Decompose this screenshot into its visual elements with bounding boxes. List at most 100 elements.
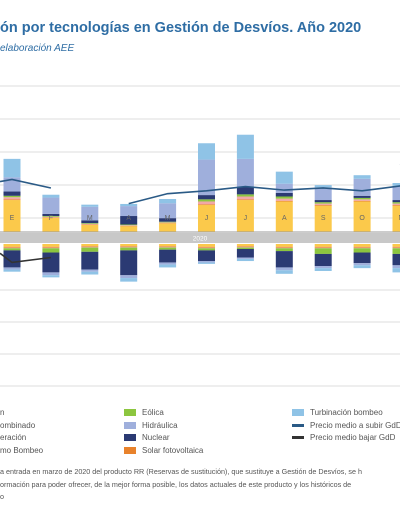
bar-up-cogeneracion: [81, 223, 99, 225]
bar-down-solar: [392, 246, 400, 248]
legend-label: Precio medio a subir GdD: [310, 420, 400, 430]
bar-up-cogeneracion: [120, 225, 138, 226]
bar-down-eolica: [159, 247, 177, 250]
x-tick-label: N: [398, 215, 400, 222]
bar-down-turbinacion: [353, 265, 371, 269]
bar-down-solar: [353, 246, 371, 248]
bar-up-solar: [392, 205, 400, 206]
bar-down-hidraulica: [159, 262, 177, 265]
bar-down-cogeneracion: [275, 247, 293, 249]
legend-item-precio_subir: Precio medio a subir GdD: [292, 421, 400, 430]
bar-up-ciclo: [42, 217, 60, 232]
bar-down-eolica: [81, 247, 99, 252]
legend-label: Eólica: [142, 408, 164, 417]
bar-up-turbinacion: [159, 198, 177, 204]
bar-down-ciclo: [198, 244, 215, 247]
bar-up-eolica: [314, 202, 332, 204]
bar-up-cogeneracion: [314, 203, 332, 206]
series-line-precio-bajar: [0, 252, 52, 264]
bar-down-hidraulica: [353, 263, 371, 266]
legend-swatch: [292, 423, 304, 427]
bar-down-nuclear: [392, 253, 400, 266]
bar-up-hidraulica: [314, 187, 332, 201]
bar-down-turbinacion: [81, 271, 99, 275]
bar-up-nuclear: [120, 216, 138, 225]
legend-item-carbon: n: [0, 408, 4, 417]
bar-up-cogeneracion: [159, 222, 177, 224]
bar-down-solar: [198, 246, 215, 248]
bar-down-ciclo: [236, 244, 254, 247]
x-tick-label: S: [321, 215, 326, 222]
bar-up-ciclo: [236, 200, 254, 232]
bar-up-solar: [275, 200, 293, 202]
bar-down-ciclo: [42, 244, 60, 247]
legend-swatch: [124, 421, 136, 429]
bar-up-cogeneracion: [42, 216, 60, 218]
bar-up-turbinacion: [314, 185, 332, 188]
legend-label: mo Bombeo: [0, 445, 44, 455]
bar-up-eolica: [353, 197, 371, 200]
bar-up-turbinacion: [3, 158, 21, 178]
bar-up-solar: [198, 204, 215, 206]
footnote-line: a entrada en marzo de 2020 del producto …: [0, 467, 362, 476]
bar-up-nuclear: [353, 195, 371, 198]
bar-down-cogeneracion: [120, 246, 138, 248]
bar-down-ciclo: [3, 244, 21, 247]
bar-down-turbinacion: [120, 278, 138, 282]
bar-down-cogeneracion: [81, 246, 99, 248]
bar-down-nuclear: [353, 252, 371, 264]
chart-canvas: 2020EFMAMJJASOND: [0, 85, 400, 387]
bar-up-hidraulica: [275, 183, 293, 193]
footnote-line: ormación para poder ofrecer, de la mejor…: [0, 479, 352, 489]
bar-down-solar: [159, 246, 177, 247]
bar-down-nuclear: [42, 252, 60, 273]
bar-down-solar: [275, 246, 293, 248]
bar-up-turbinacion: [81, 204, 99, 207]
x-tick-label: O: [359, 215, 365, 222]
legend-swatch: [292, 409, 304, 417]
bar-down-eolica: [314, 248, 332, 254]
footnote-line: o: [0, 492, 4, 501]
x-tick-label: J: [205, 215, 209, 222]
x-tick-label: F: [49, 215, 53, 222]
bar-up-eolica: [236, 194, 254, 197]
bar-up-solar: [3, 199, 21, 201]
bar-down-solar: [42, 246, 60, 248]
x-tick-label: E: [10, 215, 15, 222]
bar-up-hidraulica: [198, 159, 215, 196]
bar-down-ciclo: [314, 244, 332, 247]
bar-down-turbinacion: [42, 275, 60, 278]
x-tick-label: M: [87, 215, 93, 222]
bar-up-cogeneracion: [3, 197, 21, 200]
bar-up-eolica: [3, 195, 21, 198]
bar-up-cogeneracion: [198, 201, 215, 205]
bar-down-nuclear: [159, 249, 177, 263]
bar-up-solar: [353, 200, 371, 202]
bar-down-cogeneracion: [392, 247, 400, 249]
bar-up-hidraulica: [81, 206, 99, 221]
bar-up-ciclo: [159, 223, 177, 232]
x-tick-label: J: [244, 215, 248, 222]
bar-up-nuclear: [81, 220, 99, 224]
x-tick-label: A: [126, 215, 131, 222]
legend-label: Solar fotovoltaica: [142, 445, 204, 455]
x-tick-label: M: [165, 215, 171, 222]
legend: n Eólica Turbinación bombeo ombinado Hidrául…: [0, 408, 400, 460]
legend-label: Turbinación bombeo: [310, 408, 383, 417]
legend-label: Precio medio bajar GdD: [310, 433, 396, 442]
bar-down-ciclo: [120, 244, 138, 247]
bar-down-hidraulica: [392, 265, 400, 269]
bar-down-hidraulica: [42, 272, 60, 276]
bar-up-nuclear: [3, 191, 21, 196]
bar-down-eolica: [353, 248, 371, 253]
bar-down-solar: [314, 246, 332, 248]
bar-up-eolica: [120, 224, 138, 226]
legend-item-hidraulica: Hidráulica: [124, 421, 178, 430]
bar-down-eolica: [275, 248, 293, 252]
bar-up-cogeneracion: [236, 196, 254, 200]
bar-up-turbinacion: [42, 194, 60, 198]
bar-up-ciclo: [314, 205, 332, 232]
bar-up-nuclear: [392, 200, 400, 203]
legend-label: ombinado: [0, 420, 36, 430]
legend-item-turbinacion: Turbinación bombeo: [292, 408, 383, 417]
